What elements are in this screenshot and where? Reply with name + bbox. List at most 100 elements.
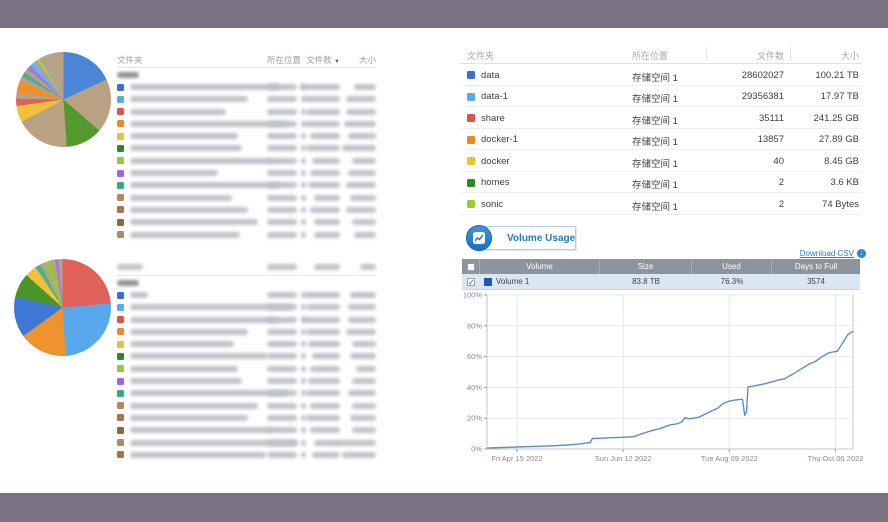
folder-color-swatch — [117, 402, 124, 410]
list-item-redacted[interactable] — [117, 204, 376, 216]
folder-color-swatch — [117, 426, 124, 434]
list-item-redacted[interactable] — [117, 424, 376, 436]
column-count[interactable]: 文件数 ▼ — [306, 55, 340, 65]
list-item-redacted[interactable] — [117, 167, 376, 179]
select-all-checkbox[interactable] — [466, 262, 475, 271]
download-icon[interactable]: ↓ — [857, 249, 866, 258]
folder-size: 17.97 TB — [820, 91, 859, 102]
column-size[interactable]: 大小 — [840, 51, 859, 61]
list-item-redacted[interactable] — [117, 289, 376, 301]
column-folder[interactable]: 文件夹 — [117, 55, 143, 65]
folder-location: 存储空间 1 — [632, 158, 678, 170]
pie-chart-top — [16, 52, 111, 147]
list-item-redacted[interactable] — [117, 179, 376, 191]
table-row[interactable]: data-1 存储空间 1 29356381 17.97 TB — [460, 86, 862, 107]
folder-name: sonic — [481, 198, 504, 210]
volume-usage-title: Volume Usage — [507, 233, 576, 244]
list-item-redacted[interactable] — [117, 192, 376, 204]
folder-count: 29356381 — [741, 91, 784, 102]
folder-color-swatch — [467, 71, 475, 79]
folder-location: 存储空间 1 — [632, 72, 678, 84]
svg-text:Thu Oct 06 2022: Thu Oct 06 2022 — [807, 454, 863, 463]
folder-table-header: 文件夹 所在位置 文件数 大小 — [460, 45, 862, 64]
table-row[interactable]: share 存储空间 1 35111 241.25 GB — [460, 107, 862, 129]
list-header-redacted — [117, 262, 376, 276]
folder-color-swatch — [467, 200, 475, 208]
folder-color-swatch — [117, 377, 124, 385]
list-item-redacted[interactable] — [117, 216, 376, 228]
table-row[interactable]: sonic 存储空间 1 2 74 Bytes — [460, 193, 862, 215]
list-item-redacted[interactable] — [117, 338, 376, 350]
svg-text:Fri Apr 15 2022: Fri Apr 15 2022 — [491, 454, 542, 463]
folder-location: 存储空间 1 — [632, 94, 678, 105]
group-label-redacted — [117, 71, 376, 81]
folder-name: docker — [481, 155, 510, 167]
folder-size: 8.45 GB — [824, 155, 859, 167]
list-item-redacted[interactable] — [117, 106, 376, 118]
volume-usage-tab[interactable]: Volume Usage — [484, 226, 576, 250]
folder-color-swatch — [117, 389, 124, 397]
folder-color-swatch — [467, 178, 475, 187]
list-item-redacted[interactable] — [117, 130, 376, 142]
column-size[interactable]: 大小 — [358, 55, 376, 65]
folder-size: 3.6 KB — [830, 177, 859, 188]
folder-count: 28602027 — [741, 69, 784, 81]
list-item-redacted[interactable] — [117, 400, 376, 412]
svg-text:Sun Jun 12 2022: Sun Jun 12 2022 — [595, 454, 652, 463]
folder-size: 74 Bytes — [822, 198, 859, 210]
download-csv-link[interactable]: Download CSV — [799, 249, 854, 258]
column-folder[interactable]: 文件夹 — [467, 51, 495, 61]
list-item-redacted[interactable] — [117, 93, 376, 105]
list-item-redacted[interactable] — [117, 437, 376, 449]
folder-color-swatch — [467, 114, 475, 122]
folder-color-swatch — [117, 340, 124, 348]
column-location[interactable]: 所在位置 — [632, 51, 669, 61]
folder-color-swatch — [117, 414, 124, 422]
column-count[interactable]: 文件数 — [756, 51, 784, 61]
table-row[interactable]: homes 存储空间 1 2 3.6 KB — [460, 172, 862, 193]
list-item-redacted[interactable] — [117, 412, 376, 424]
list-item-redacted[interactable] — [117, 387, 376, 399]
list-item-redacted[interactable] — [117, 142, 376, 154]
column-used: Used — [692, 259, 772, 274]
folder-list-top: 文件夹 所在位置 文件数 ▼ 大小 — [117, 54, 376, 241]
volume-checkbox[interactable]: ✓ — [467, 277, 475, 287]
list-item-redacted[interactable] — [117, 314, 376, 326]
list-item-redacted[interactable] — [117, 363, 376, 375]
list-item-redacted[interactable] — [117, 326, 376, 338]
list-item-redacted[interactable] — [117, 375, 376, 387]
table-row[interactable]: docker-1 存储空间 1 13857 27.89 GB — [460, 129, 862, 150]
svg-text:40%: 40% — [467, 383, 482, 392]
folder-color-swatch — [467, 157, 475, 165]
column-location[interactable]: 所在位置 — [267, 55, 302, 65]
folder-color-swatch — [117, 218, 124, 226]
folder-size: 100.21 TB — [815, 69, 859, 81]
folder-count: 35111 — [758, 112, 784, 124]
list-item-redacted[interactable] — [117, 301, 376, 313]
folder-color-swatch — [117, 291, 124, 299]
svg-text:0%: 0% — [471, 445, 482, 454]
list-item-redacted[interactable] — [117, 118, 376, 130]
folder-color-swatch — [117, 194, 124, 202]
column-volume: Volume — [480, 259, 600, 274]
volume-days: 3574 — [807, 277, 825, 286]
list-item-redacted[interactable] — [117, 350, 376, 362]
folder-color-swatch — [117, 181, 124, 189]
column-vol-size: Size — [600, 259, 692, 274]
folder-color-swatch — [117, 144, 124, 152]
folder-color-swatch — [117, 316, 124, 324]
folder-color-swatch — [117, 108, 124, 116]
list-item-redacted[interactable] — [117, 81, 376, 93]
folder-list-bottom — [117, 262, 376, 461]
folder-size: 27.89 GB — [818, 134, 859, 145]
table-row[interactable]: docker 存储空间 1 40 8.45 GB — [460, 150, 862, 172]
folder-name: homes — [481, 177, 510, 188]
list-item-redacted[interactable] — [117, 155, 376, 167]
table-row[interactable]: data 存储空间 1 28602027 100.21 TB — [460, 64, 862, 86]
folder-color-swatch — [117, 451, 124, 459]
sort-descending-icon: ▼ — [334, 59, 340, 65]
list-item-redacted[interactable] — [117, 229, 376, 241]
volume-row[interactable]: ✓ Volume 1 83.8 TB 76.3% 3574 — [462, 274, 860, 290]
list-item-redacted[interactable] — [117, 449, 376, 461]
